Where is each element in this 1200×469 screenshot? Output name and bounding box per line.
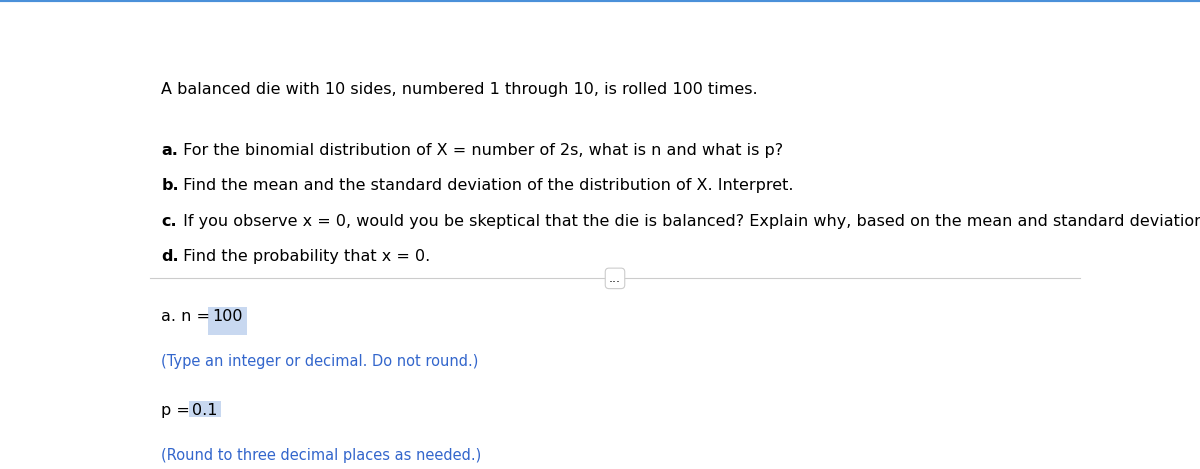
Text: a.: a. <box>161 143 178 158</box>
Text: c.: c. <box>161 214 176 229</box>
FancyBboxPatch shape <box>190 401 221 429</box>
Text: (Type an integer or decimal. Do not round.): (Type an integer or decimal. Do not roun… <box>161 354 479 369</box>
Text: 100: 100 <box>212 309 242 324</box>
Text: A balanced die with 10 sides, numbered 1 through 10, is rolled 100 times.: A balanced die with 10 sides, numbered 1… <box>161 82 757 97</box>
Text: Find the mean and the standard deviation of the distribution of X. Interpret.: Find the mean and the standard deviation… <box>178 178 793 193</box>
Text: For the binomial distribution of X = number of 2s, what is n and what is p?: For the binomial distribution of X = num… <box>178 143 784 158</box>
Text: p =: p = <box>161 403 196 418</box>
Text: (Round to three decimal places as needed.): (Round to three decimal places as needed… <box>161 448 481 463</box>
Text: d.: d. <box>161 249 179 264</box>
Text: If you observe x = 0, would you be skeptical that the die is balanced? Explain w: If you observe x = 0, would you be skept… <box>178 214 1200 229</box>
Text: a. n =: a. n = <box>161 309 215 324</box>
Text: 0.1: 0.1 <box>192 403 217 418</box>
Text: Find the probability that x = 0.: Find the probability that x = 0. <box>178 249 430 264</box>
Text: ...: ... <box>610 272 622 285</box>
Text: b.: b. <box>161 178 179 193</box>
FancyBboxPatch shape <box>208 307 247 335</box>
